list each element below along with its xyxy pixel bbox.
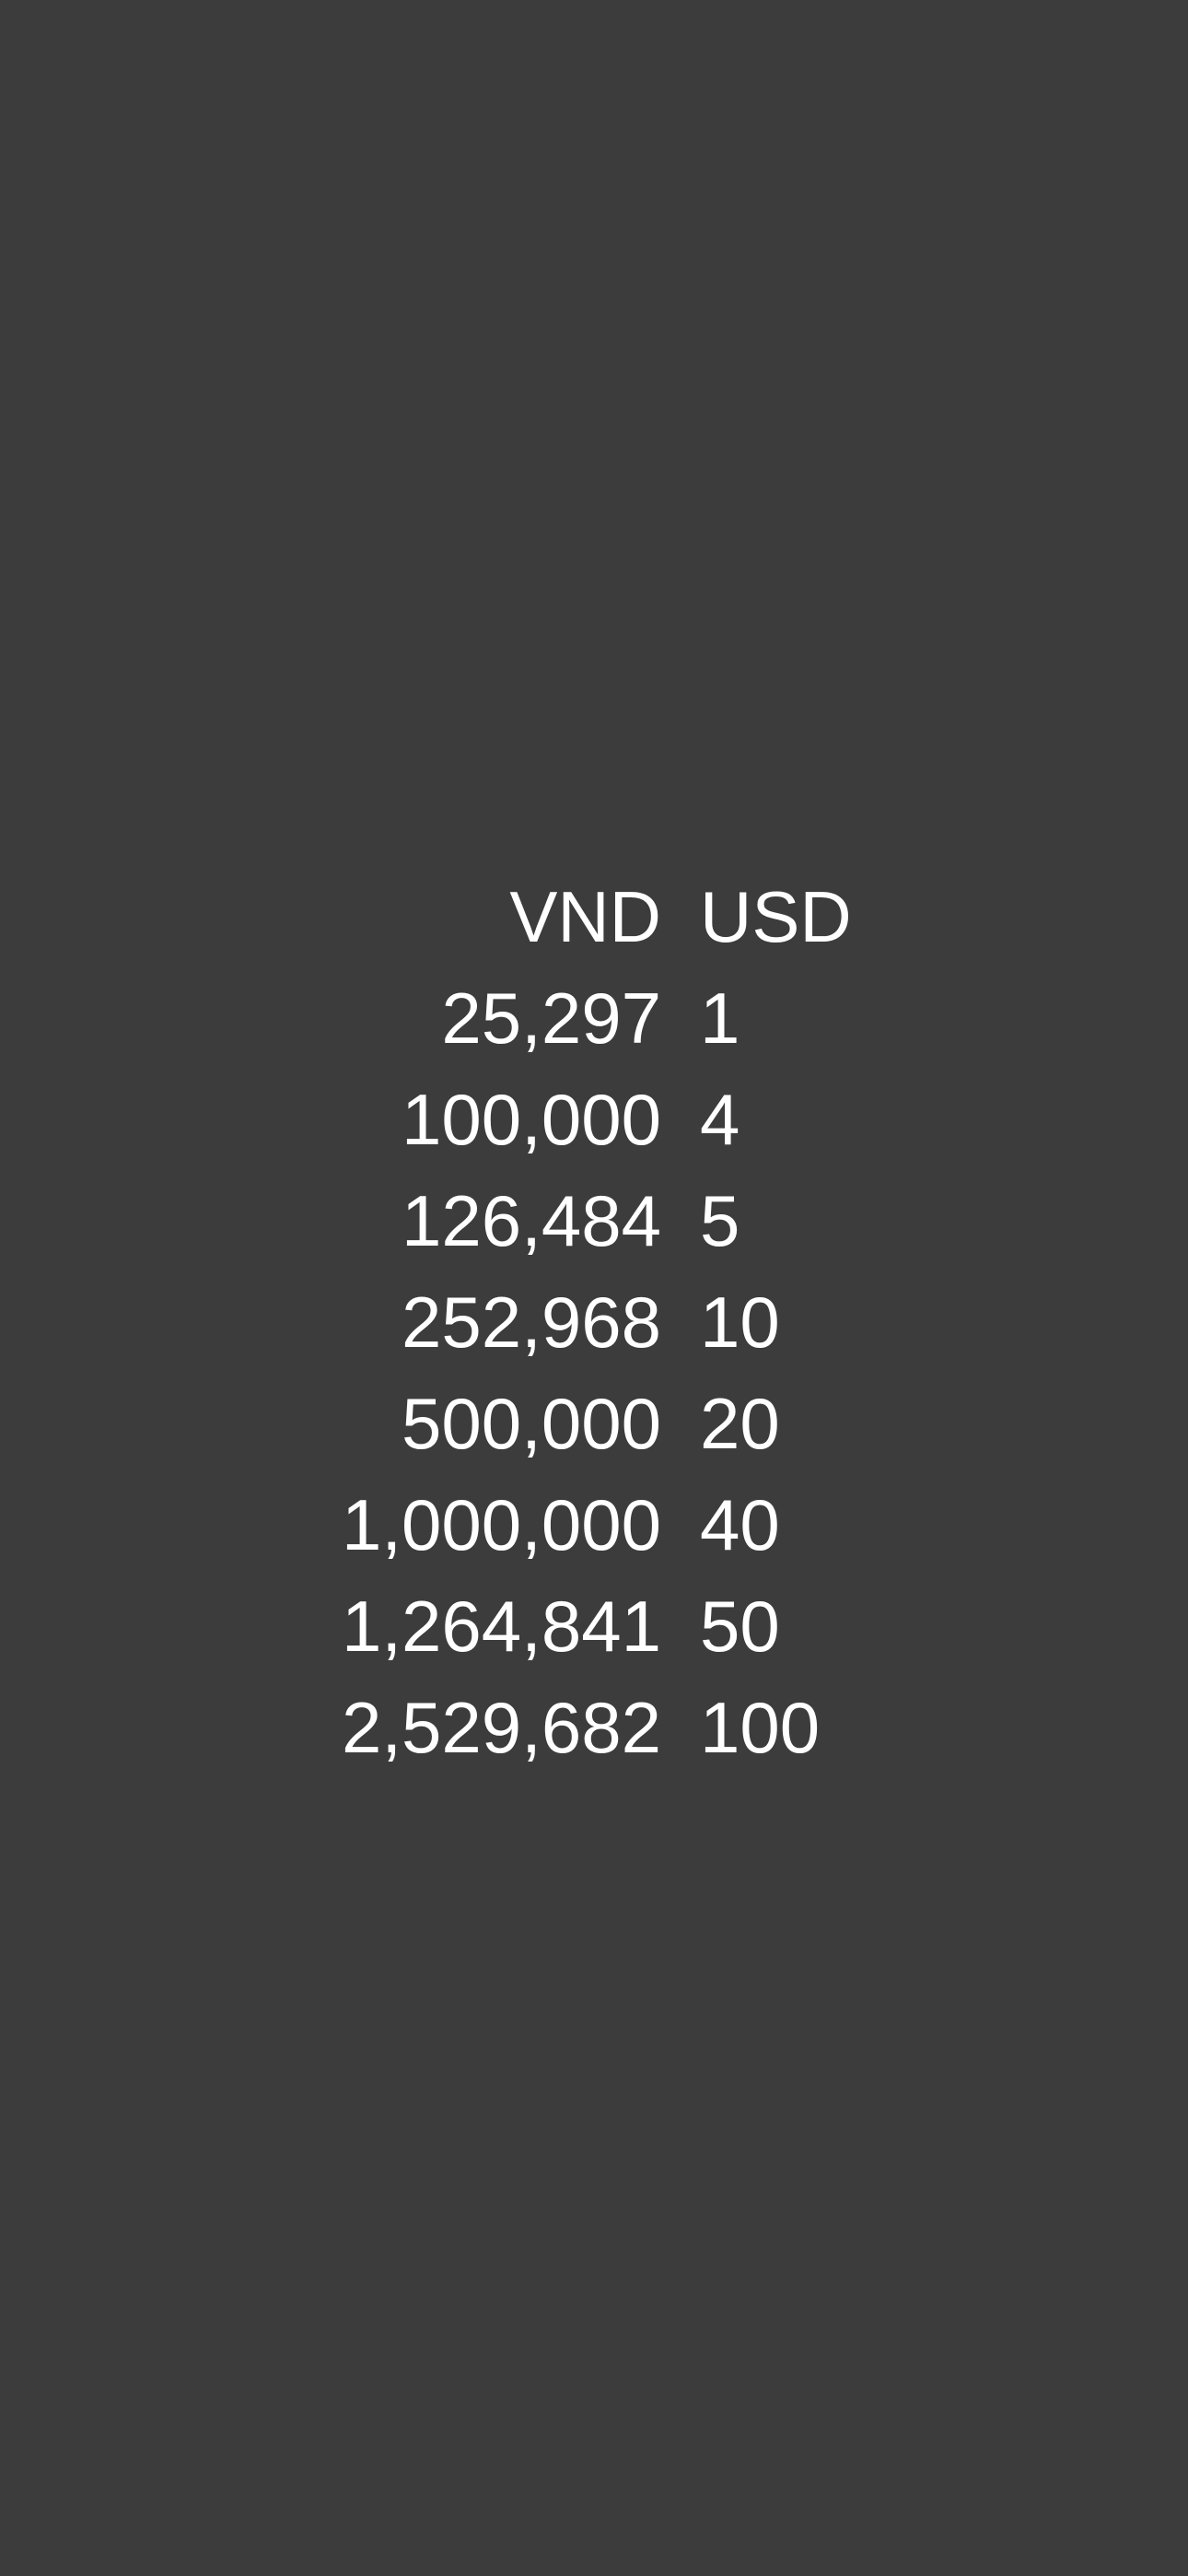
- table-row: 252,968 10: [0, 1271, 1188, 1373]
- table-row: 500,000 20: [0, 1373, 1188, 1474]
- vnd-value: 252,968: [402, 1282, 661, 1363]
- vnd-value: 1,264,841: [341, 1586, 661, 1667]
- usd-value: 50: [700, 1586, 780, 1667]
- conversion-table: VND USD 25,297 1 100,000 4 126,484 5 252…: [0, 866, 1188, 1778]
- table-row: 126,484 5: [0, 1170, 1188, 1271]
- usd-value: 5: [700, 1180, 740, 1261]
- table-row: 1,000,000 40: [0, 1474, 1188, 1575]
- vnd-value: 126,484: [402, 1180, 661, 1261]
- vnd-value: 500,000: [402, 1383, 661, 1464]
- header-vnd: VND: [509, 876, 661, 957]
- table-row: 100,000 4: [0, 1069, 1188, 1170]
- header-usd: USD: [700, 876, 852, 957]
- table-header-row: VND USD: [0, 866, 1188, 967]
- table-row: 1,264,841 50: [0, 1575, 1188, 1677]
- vnd-value: 2,529,682: [341, 1687, 661, 1768]
- usd-value: 4: [700, 1079, 740, 1160]
- usd-value: 20: [700, 1383, 780, 1464]
- table-row: 25,297 1: [0, 967, 1188, 1069]
- vnd-value: 25,297: [441, 978, 661, 1059]
- usd-value: 10: [700, 1282, 780, 1363]
- usd-value: 1: [700, 978, 740, 1059]
- usd-value: 100: [700, 1687, 821, 1768]
- usd-value: 40: [700, 1484, 780, 1565]
- vnd-value: 1,000,000: [341, 1484, 661, 1565]
- vnd-value: 100,000: [402, 1079, 661, 1160]
- table-row: 2,529,682 100: [0, 1677, 1188, 1778]
